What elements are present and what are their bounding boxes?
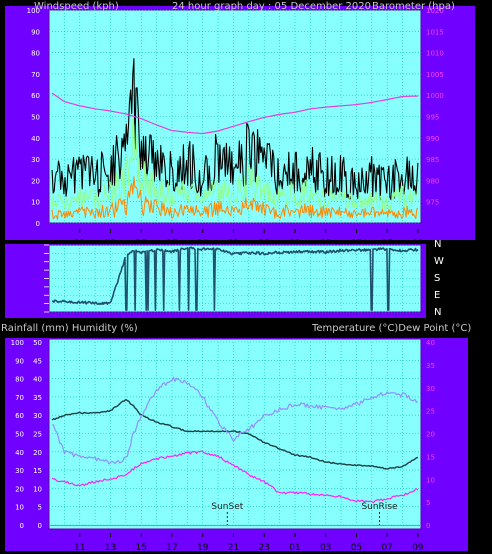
wind-y-tick-label: 60 [31, 92, 40, 100]
temperature-y-tick-label: 10 [426, 476, 435, 484]
x-tick-label: 17 [166, 543, 177, 553]
direction-y-ticks [44, 244, 49, 313]
pressure-y-ticks: 975 980 985 990 995 1000 1005 1010 1015 1020 [426, 7, 444, 207]
temperature-y-tick-label: 15 [426, 453, 435, 461]
pressure-y-tick-label: 990 [426, 135, 439, 143]
wind-y-tick-label: 40 [31, 135, 40, 143]
pressure-y-tick-label: 1010 [426, 50, 444, 58]
humidity-y-tick-label: 20 [15, 485, 24, 493]
pressure-y-tick-label: 1005 [426, 71, 444, 79]
rain-y-tick-label: 50 [33, 339, 42, 347]
wind-y-tick-label: 70 [31, 71, 40, 79]
dew-point-line [51, 450, 419, 504]
pressure-y-tick-label: 1015 [426, 28, 444, 36]
graph-title: 24 hour graph day : 05 December 2020 [172, 1, 371, 12]
sunrise-label: SunRise [361, 502, 398, 512]
x-tick-label: 13 [105, 543, 116, 553]
humidity-y-ticks: 0 10 20 30 40 50 60 70 80 90 100 [11, 339, 24, 530]
pressure-y-tick-label: 1000 [426, 92, 444, 100]
humidity-y-tick-label: 70 [15, 394, 24, 402]
humidity-y-tick-label: 90 [15, 357, 24, 365]
humidity-y-tick-label: 50 [15, 431, 24, 439]
humidity-y-tick-label: 60 [15, 412, 24, 420]
compass-s: S [434, 273, 440, 284]
wind-gust-line [51, 58, 419, 201]
rain-y-tick-label: 5 [38, 504, 42, 512]
pressure-y-tick-label: 1020 [426, 7, 444, 15]
barometer-label: Barometer (hpa) [372, 1, 455, 12]
temperature-y-tick-label: 20 [426, 431, 435, 439]
x-tick-label: 05 [351, 543, 362, 553]
wind-low-line [51, 176, 419, 220]
humidity-y-tick-label: 40 [15, 449, 24, 457]
wind-average-line [51, 116, 419, 213]
humidity-y-tick-label: 10 [15, 504, 24, 512]
wind-y-tick-label: 0 [36, 220, 40, 228]
temp-x-ticks: 11 13 15 17 19 21 23 01 03 05 07 09 [74, 533, 424, 553]
compass-w: W [434, 256, 444, 267]
temperature-y-tick-label: 40 [426, 339, 435, 347]
temperature-y-tick-label: 35 [426, 362, 435, 370]
pressure-y-tick-label: 980 [426, 177, 439, 185]
x-tick-label: 21 [228, 543, 239, 553]
temperature-line [51, 398, 419, 470]
humidity-y-tick-label: 80 [15, 376, 24, 384]
compass-n-bottom: N [434, 307, 441, 318]
rain-y-ticks: 0 5 10 15 20 25 30 35 40 45 50 [33, 339, 42, 530]
temperature-y-tick-label: 25 [426, 408, 435, 416]
x-tick-label: 09 [412, 543, 424, 553]
humidity-y-tick-label: 100 [11, 339, 24, 347]
wind-series [51, 58, 419, 220]
compass-n-top: N [434, 239, 441, 250]
wind-y-tick-label: 80 [31, 50, 40, 58]
wind-y-tick-label: 50 [31, 114, 40, 122]
rain-humidity-label: Rainfall (mm) Humidity (%) [1, 323, 138, 334]
rain-y-tick-label: 0 [38, 522, 42, 530]
x-tick-label: 23 [258, 543, 269, 553]
rain-y-tick-label: 20 [33, 449, 42, 457]
wind-y-tick-label: 90 [31, 28, 40, 36]
temp-plot-area [48, 338, 422, 530]
wind-y-ticks: 0 10 20 30 40 50 60 70 80 90 100 [27, 7, 40, 228]
humidity-y-tick-label: 30 [15, 467, 24, 475]
temperature-y-tick-label: 0 [426, 522, 430, 530]
x-tick-label: 11 [74, 543, 85, 553]
wind-y-tick-label: 20 [31, 177, 40, 185]
rain-y-tick-label: 15 [33, 467, 42, 475]
rain-y-tick-label: 40 [33, 376, 42, 384]
compass-e: E [434, 290, 440, 301]
wind-y-tick-label: 30 [31, 156, 40, 164]
temperature-y-tick-label: 5 [426, 499, 430, 507]
temperature-y-tick-label: 30 [426, 385, 435, 393]
pressure-y-tick-label: 975 [426, 199, 439, 207]
rain-y-tick-label: 45 [33, 357, 42, 365]
wind-y-tick-label: 10 [31, 199, 40, 207]
humidity-line [52, 376, 418, 465]
direction-line [51, 246, 419, 311]
x-tick-label: 01 [289, 543, 300, 553]
direction-series [51, 246, 419, 311]
pressure-line [51, 92, 418, 135]
humidity-y-tick-label: 0 [20, 522, 24, 530]
x-tick-label: 19 [197, 543, 209, 553]
pressure-y-tick-label: 995 [426, 114, 439, 122]
windspeed-label: Windspeed (kph) [34, 1, 119, 12]
x-tick-label: 07 [381, 543, 392, 553]
wind-y-tick-label: 100 [27, 7, 40, 15]
temperature-y-ticks: 0 5 10 15 20 25 30 35 40 [426, 339, 435, 530]
x-tick-label: 03 [320, 543, 331, 553]
rain-y-tick-label: 30 [33, 412, 42, 420]
sunset-label: SunSet [211, 502, 243, 512]
rain-y-tick-label: 35 [33, 394, 42, 402]
pressure-y-tick-label: 985 [426, 156, 439, 164]
rain-y-tick-label: 10 [33, 485, 42, 493]
sun-annotations: SunSet SunRise [211, 502, 398, 525]
temp-series [49, 376, 421, 526]
rain-y-tick-label: 25 [33, 431, 42, 439]
x-tick-label: 15 [136, 543, 147, 553]
wind-grid [49, 9, 421, 224]
temperature-dewpoint-label: Temperature (°C)Dew Point (°C) [311, 323, 471, 334]
